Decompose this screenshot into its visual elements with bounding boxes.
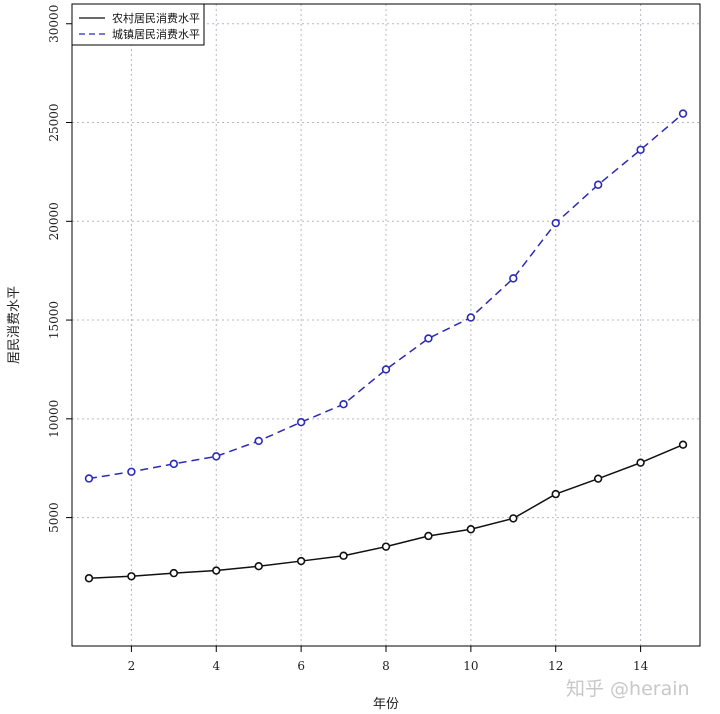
- series-layer: [84, 109, 688, 583]
- data-point-rural: [381, 542, 391, 551]
- legend-box: [71, 3, 205, 46]
- data-point-urban: [678, 109, 688, 118]
- y-tick-label: 30000: [47, 5, 61, 43]
- x-axis-title: 年份: [373, 697, 399, 712]
- data-point-rural: [84, 574, 94, 583]
- data-point-urban: [296, 417, 306, 427]
- x-tick-label: 12: [548, 659, 563, 673]
- legend: 农村居民消费水平 城镇居民消费水平: [71, 3, 205, 46]
- data-point-urban: [84, 474, 94, 483]
- data-point-rural: [678, 440, 688, 449]
- data-point-urban: [424, 334, 433, 343]
- data-point-urban: [593, 180, 603, 189]
- x-axis-ticks: 2 4 6 8 10 12 14: [128, 646, 649, 673]
- data-point-rural: [424, 531, 433, 541]
- data-point-urban: [466, 313, 476, 322]
- x-tick-label: 14: [633, 659, 649, 673]
- data-point-urban: [339, 400, 348, 409]
- legend-label-rural: 农村居民消费水平: [112, 11, 200, 25]
- data-point-urban: [169, 459, 179, 469]
- x-tick-label: 8: [382, 659, 390, 673]
- data-point-rural: [466, 525, 476, 534]
- data-point-urban: [127, 467, 136, 476]
- data-point-rural: [127, 572, 136, 581]
- data-point-rural: [339, 551, 348, 560]
- series-line-urban: [88, 113, 684, 480]
- data-point-urban: [212, 452, 221, 461]
- y-axis-title: 居民消费水平: [7, 286, 22, 364]
- x-tick-label: 6: [297, 659, 305, 673]
- legend-label-urban: 城镇居民消费水平: [112, 27, 200, 41]
- x-tick-label: 4: [212, 659, 220, 673]
- plot-frame: [71, 3, 701, 647]
- data-point-rural: [636, 458, 645, 467]
- data-point-rural: [551, 489, 560, 499]
- data-point-urban: [551, 218, 560, 228]
- x-tick-label: 2: [128, 659, 136, 673]
- data-point-rural: [254, 561, 263, 571]
- y-axis-ticks: 5000 10000 15000 20000 25000 30000: [47, 5, 72, 533]
- x-tick-label: 10: [463, 659, 478, 673]
- data-point-rural: [593, 474, 603, 483]
- data-point-urban: [381, 365, 391, 374]
- data-point-rural: [509, 514, 518, 523]
- data-point-rural: [212, 566, 221, 575]
- y-tick-label: 10000: [47, 400, 61, 438]
- y-tick-label: 25000: [47, 103, 61, 141]
- data-point-urban: [254, 436, 263, 446]
- data-point-urban: [509, 274, 518, 283]
- y-tick-label: 5000: [47, 502, 61, 533]
- data-point-urban: [636, 145, 645, 154]
- y-tick-label: 15000: [47, 301, 61, 339]
- y-tick-label: 20000: [47, 202, 61, 240]
- data-point-rural: [296, 556, 306, 566]
- data-point-rural: [169, 568, 179, 578]
- watermark-text: 知乎 @herain: [566, 678, 690, 700]
- grid-lines: [72, 4, 700, 646]
